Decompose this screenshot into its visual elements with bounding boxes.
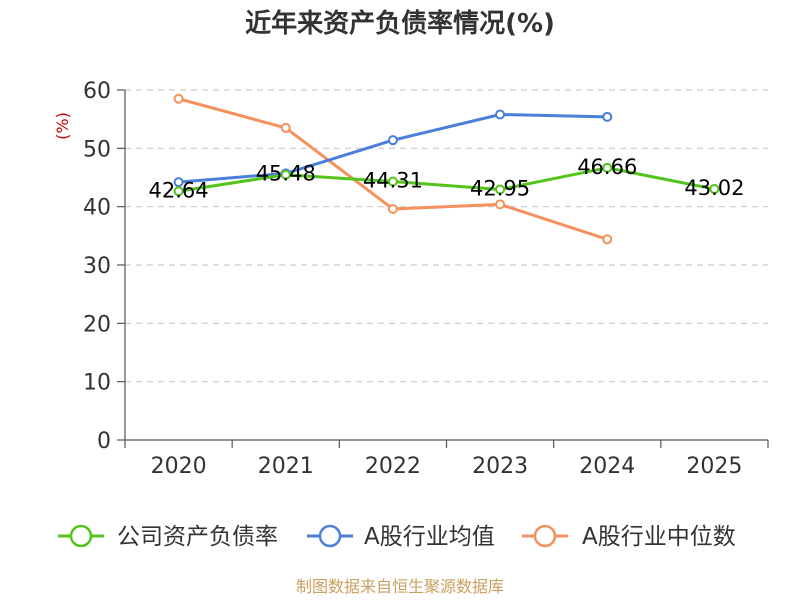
y-tick-label: 40 <box>83 196 111 221</box>
y-tick-label: 50 <box>83 137 111 162</box>
gridlines <box>125 89 768 383</box>
legend-item-1: A股行业均值 <box>307 524 495 550</box>
y-tick-label: 60 <box>83 79 111 104</box>
data-point <box>495 199 506 210</box>
data-point <box>173 177 184 188</box>
series-line <box>178 166 715 193</box>
legend-item-0: 公司资产负债率 <box>58 524 278 550</box>
data-point <box>495 109 506 120</box>
data-point <box>280 169 291 180</box>
y-tick-label: 20 <box>83 312 111 337</box>
data-point <box>602 234 613 245</box>
data-point <box>387 176 398 187</box>
data-label: 43.02 <box>684 176 744 200</box>
legend-marker <box>318 524 342 548</box>
data-point <box>495 184 506 195</box>
y-tick-label: 30 <box>83 254 111 279</box>
data-point <box>173 93 184 104</box>
data-label: 46.66 <box>577 155 637 179</box>
y-axis-label: (%) <box>53 112 72 140</box>
legend-label: A股行业中位数 <box>582 524 736 550</box>
x-tick-label: 2023 <box>472 454 528 479</box>
legend-marker <box>69 524 93 548</box>
data-point <box>602 162 613 173</box>
source-note: 制图数据来自恒生聚源数据库 <box>296 577 504 596</box>
series-2 <box>173 93 613 245</box>
series-lines <box>173 93 720 245</box>
data-point <box>387 135 398 146</box>
legend-label: A股行业均值 <box>364 524 495 550</box>
x-tick-label: 2020 <box>151 454 207 479</box>
axes: 0 10 20 30 40 50 60 2020 2021 2022 2023 2024 2025 <box>83 79 769 479</box>
series-0 <box>173 162 720 197</box>
data-point <box>280 122 291 133</box>
data-label: 42.64 <box>149 178 209 202</box>
data-point <box>173 186 184 197</box>
legend-item-2: A股行业中位数 <box>522 524 736 550</box>
legend-marker <box>533 524 557 548</box>
data-label: 42.95 <box>470 176 530 200</box>
data-point <box>709 184 720 195</box>
data-labels: 42.64 45.48 44.31 42.95 46.66 43.02 <box>149 155 745 202</box>
legend: 公司资产负债率 A股行业均值 A股行业中位数 <box>58 524 736 550</box>
chart-title: 近年来资产负债率情况(%) <box>245 8 555 39</box>
x-tick-label: 2021 <box>258 454 314 479</box>
legend-label: 公司资产负债率 <box>117 524 278 550</box>
x-tick-label: 2024 <box>579 454 635 479</box>
x-tick-label: 2025 <box>686 454 742 479</box>
data-point <box>387 204 398 214</box>
y-tick-label: 10 <box>83 371 111 396</box>
x-tick-label: 2022 <box>365 454 421 479</box>
data-label: 44.31 <box>363 169 423 193</box>
y-tick-label: 0 <box>97 429 111 454</box>
data-point <box>602 111 613 122</box>
data-label: 45.48 <box>256 162 316 186</box>
